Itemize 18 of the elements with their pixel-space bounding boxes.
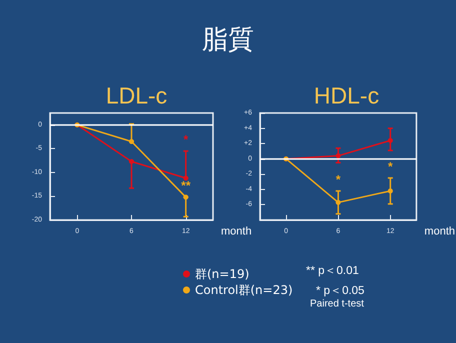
data-label: * [183, 132, 188, 147]
legend-label: 群(n=19) [195, 267, 250, 281]
x-axis-title: month [221, 226, 252, 238]
chart-title: LDL-c [106, 82, 168, 108]
data-label: ** [181, 178, 191, 193]
point [388, 188, 393, 194]
point [336, 200, 341, 205]
x-axis-title: month [424, 226, 456, 238]
data-label: * [336, 172, 341, 186]
chart-title: HDL-c [314, 82, 380, 108]
point [336, 153, 341, 158]
data-label: * [388, 159, 394, 174]
text: * p＜0.05 [316, 285, 364, 297]
legend-label: Control群(n=23) [195, 283, 293, 297]
text: 脂質 [202, 25, 254, 55]
text: ** p＜0.01 [306, 265, 359, 277]
point [388, 138, 393, 144]
text: Paired t-test [310, 298, 364, 310]
